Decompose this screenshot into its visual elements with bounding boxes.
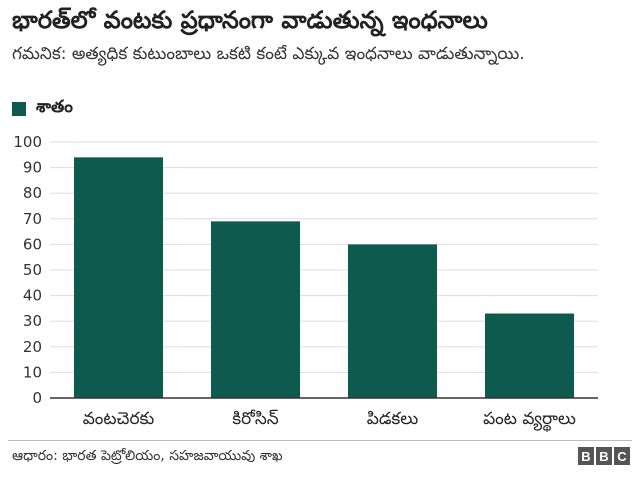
x-tick-label: కిరోసిన్ [232, 409, 278, 429]
legend-swatch [12, 102, 26, 116]
bar [210, 221, 301, 398]
y-tick-label: 80 [23, 184, 42, 202]
bar [73, 157, 164, 398]
x-tick-label: పంట వ్యర్థాలు [483, 409, 576, 432]
legend-label: శాతం [36, 97, 73, 117]
y-tick-label: 50 [23, 261, 42, 279]
bbc-logo-letter: B [596, 447, 612, 465]
chart-subtitle: గమనిక: అత్యధిక కుటుంబాలు ఒకటి కంటే ఎక్కు… [12, 44, 525, 64]
y-tick-label: 10 [23, 363, 42, 381]
y-tick-label: 40 [23, 287, 42, 305]
bbc-logo: B B C [578, 447, 630, 465]
source-note: ఆధారం: భారత పెట్రోలియం, సహజవాయువు శాఖ [12, 448, 283, 464]
footer-divider [8, 440, 632, 441]
x-tick-label: పిడకలు [367, 409, 419, 429]
y-tick-label: 0 [32, 389, 42, 407]
bar [347, 244, 438, 398]
y-tick-label: 60 [23, 235, 42, 253]
y-tick-label: 20 [23, 338, 42, 356]
chart-title: భారత్‌లో వంటకు ప్రధానంగా వాడుతున్న ఇంధనా… [12, 6, 488, 34]
y-tick-label: 70 [23, 210, 42, 228]
bar [484, 313, 575, 398]
x-tick-label: వంటచెరకు [83, 409, 155, 429]
legend: శాతం [12, 97, 73, 120]
y-tick-label: 30 [23, 312, 42, 330]
y-tick-label: 90 [23, 159, 42, 177]
bbc-logo-letter: B [578, 447, 594, 465]
y-tick-label: 100 [13, 133, 42, 151]
bbc-logo-letter: C [614, 447, 630, 465]
